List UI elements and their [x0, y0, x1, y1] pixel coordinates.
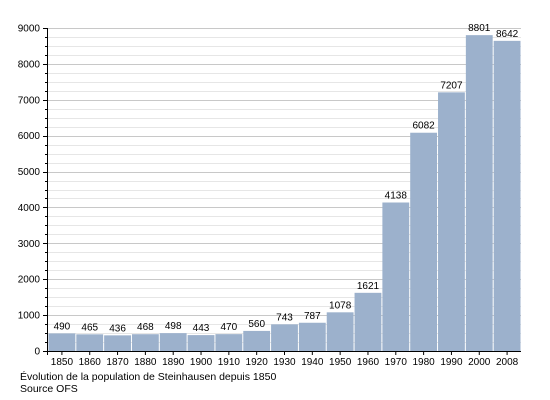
- y-tick-label: 5000: [18, 167, 41, 178]
- bar-1910: [215, 334, 243, 351]
- bar-1950: [326, 312, 354, 351]
- data-label-1930: 743: [276, 312, 293, 323]
- data-label-1940: 787: [304, 311, 321, 322]
- bar-1970: [382, 202, 410, 351]
- data-label-1880: 468: [137, 322, 154, 333]
- x-tick-label-2000: 2000: [468, 357, 491, 368]
- x-tick-label-1860: 1860: [79, 357, 102, 368]
- data-label-1920: 560: [248, 319, 265, 330]
- x-tick-label-1960: 1960: [357, 357, 380, 368]
- bar-1980: [410, 132, 438, 351]
- data-label-2000: 8801: [468, 23, 491, 34]
- data-label-2008: 8642: [496, 29, 519, 40]
- bar-1990: [438, 92, 465, 351]
- x-tick-label-1910: 1910: [218, 357, 241, 368]
- x-tick-label-1900: 1900: [190, 357, 213, 368]
- data-label-1870: 436: [109, 323, 126, 334]
- x-tick-label-1970: 1970: [385, 357, 408, 368]
- data-label-1890: 498: [165, 321, 182, 332]
- x-tick-label-1880: 1880: [134, 357, 157, 368]
- data-label-1850: 490: [54, 321, 71, 332]
- x-tick-label-1890: 1890: [162, 357, 185, 368]
- chart-source: Source OFS: [20, 383, 78, 395]
- x-axis: 1850 1860 1870 1880 1890 1900 1910 1920 1930 1940…: [47, 351, 521, 368]
- x-tick-label-1930: 1930: [273, 357, 296, 368]
- y-tick-label: 4000: [18, 203, 41, 214]
- bar-1850: [48, 333, 76, 351]
- x-tick-label-1920: 1920: [246, 357, 269, 368]
- data-label-1980: 6082: [412, 121, 435, 132]
- y-tick-label: 0: [34, 347, 40, 358]
- y-tick-label: 7000: [18, 95, 41, 106]
- x-tick-label-1950: 1950: [329, 357, 352, 368]
- chart-caption: Évolution de la population de Steinhause…: [20, 371, 277, 383]
- x-tick-label-1850: 1850: [51, 357, 74, 368]
- y-axis: 0 1000 2000 3000 4000 5000 6000 7000 8000 9000: [18, 24, 48, 358]
- data-label-1990: 7207: [440, 80, 463, 91]
- y-tick-label: 1000: [18, 311, 41, 322]
- value-labels: 490 465 436 468 498 443 470 560 743 787 1078 1621 41…: [54, 23, 519, 334]
- bar-1860: [76, 334, 104, 351]
- data-label-1910: 470: [221, 322, 238, 333]
- y-tick-label: 6000: [18, 131, 41, 142]
- x-tick-label-1870: 1870: [106, 357, 129, 368]
- bar-2008: [493, 40, 521, 352]
- data-label-1960: 1621: [357, 281, 380, 292]
- y-tick-label: 3000: [18, 239, 41, 250]
- data-label-1860: 465: [81, 322, 98, 333]
- bar-1930: [271, 324, 298, 351]
- bars: [48, 35, 521, 352]
- x-tick-label-1940: 1940: [301, 357, 324, 368]
- x-tick-label-2008: 2008: [496, 357, 519, 368]
- bar-1890: [159, 333, 187, 351]
- data-label-1970: 4138: [385, 190, 408, 201]
- x-tick-label-1990: 1990: [440, 357, 463, 368]
- y-tick-label: 8000: [18, 59, 41, 70]
- bar-1880: [131, 334, 159, 351]
- bar-2000: [465, 35, 493, 352]
- y-tick-label: 2000: [18, 275, 41, 286]
- data-label-1950: 1078: [329, 300, 352, 311]
- bar-1960: [354, 292, 382, 351]
- data-label-1900: 443: [193, 323, 210, 334]
- x-tick-label-1980: 1980: [412, 357, 435, 368]
- bar-1900: [187, 335, 215, 351]
- bar-1870: [104, 335, 131, 351]
- bar-1940: [298, 322, 326, 351]
- bar-1920: [243, 330, 271, 351]
- y-tick-label: 9000: [18, 24, 41, 35]
